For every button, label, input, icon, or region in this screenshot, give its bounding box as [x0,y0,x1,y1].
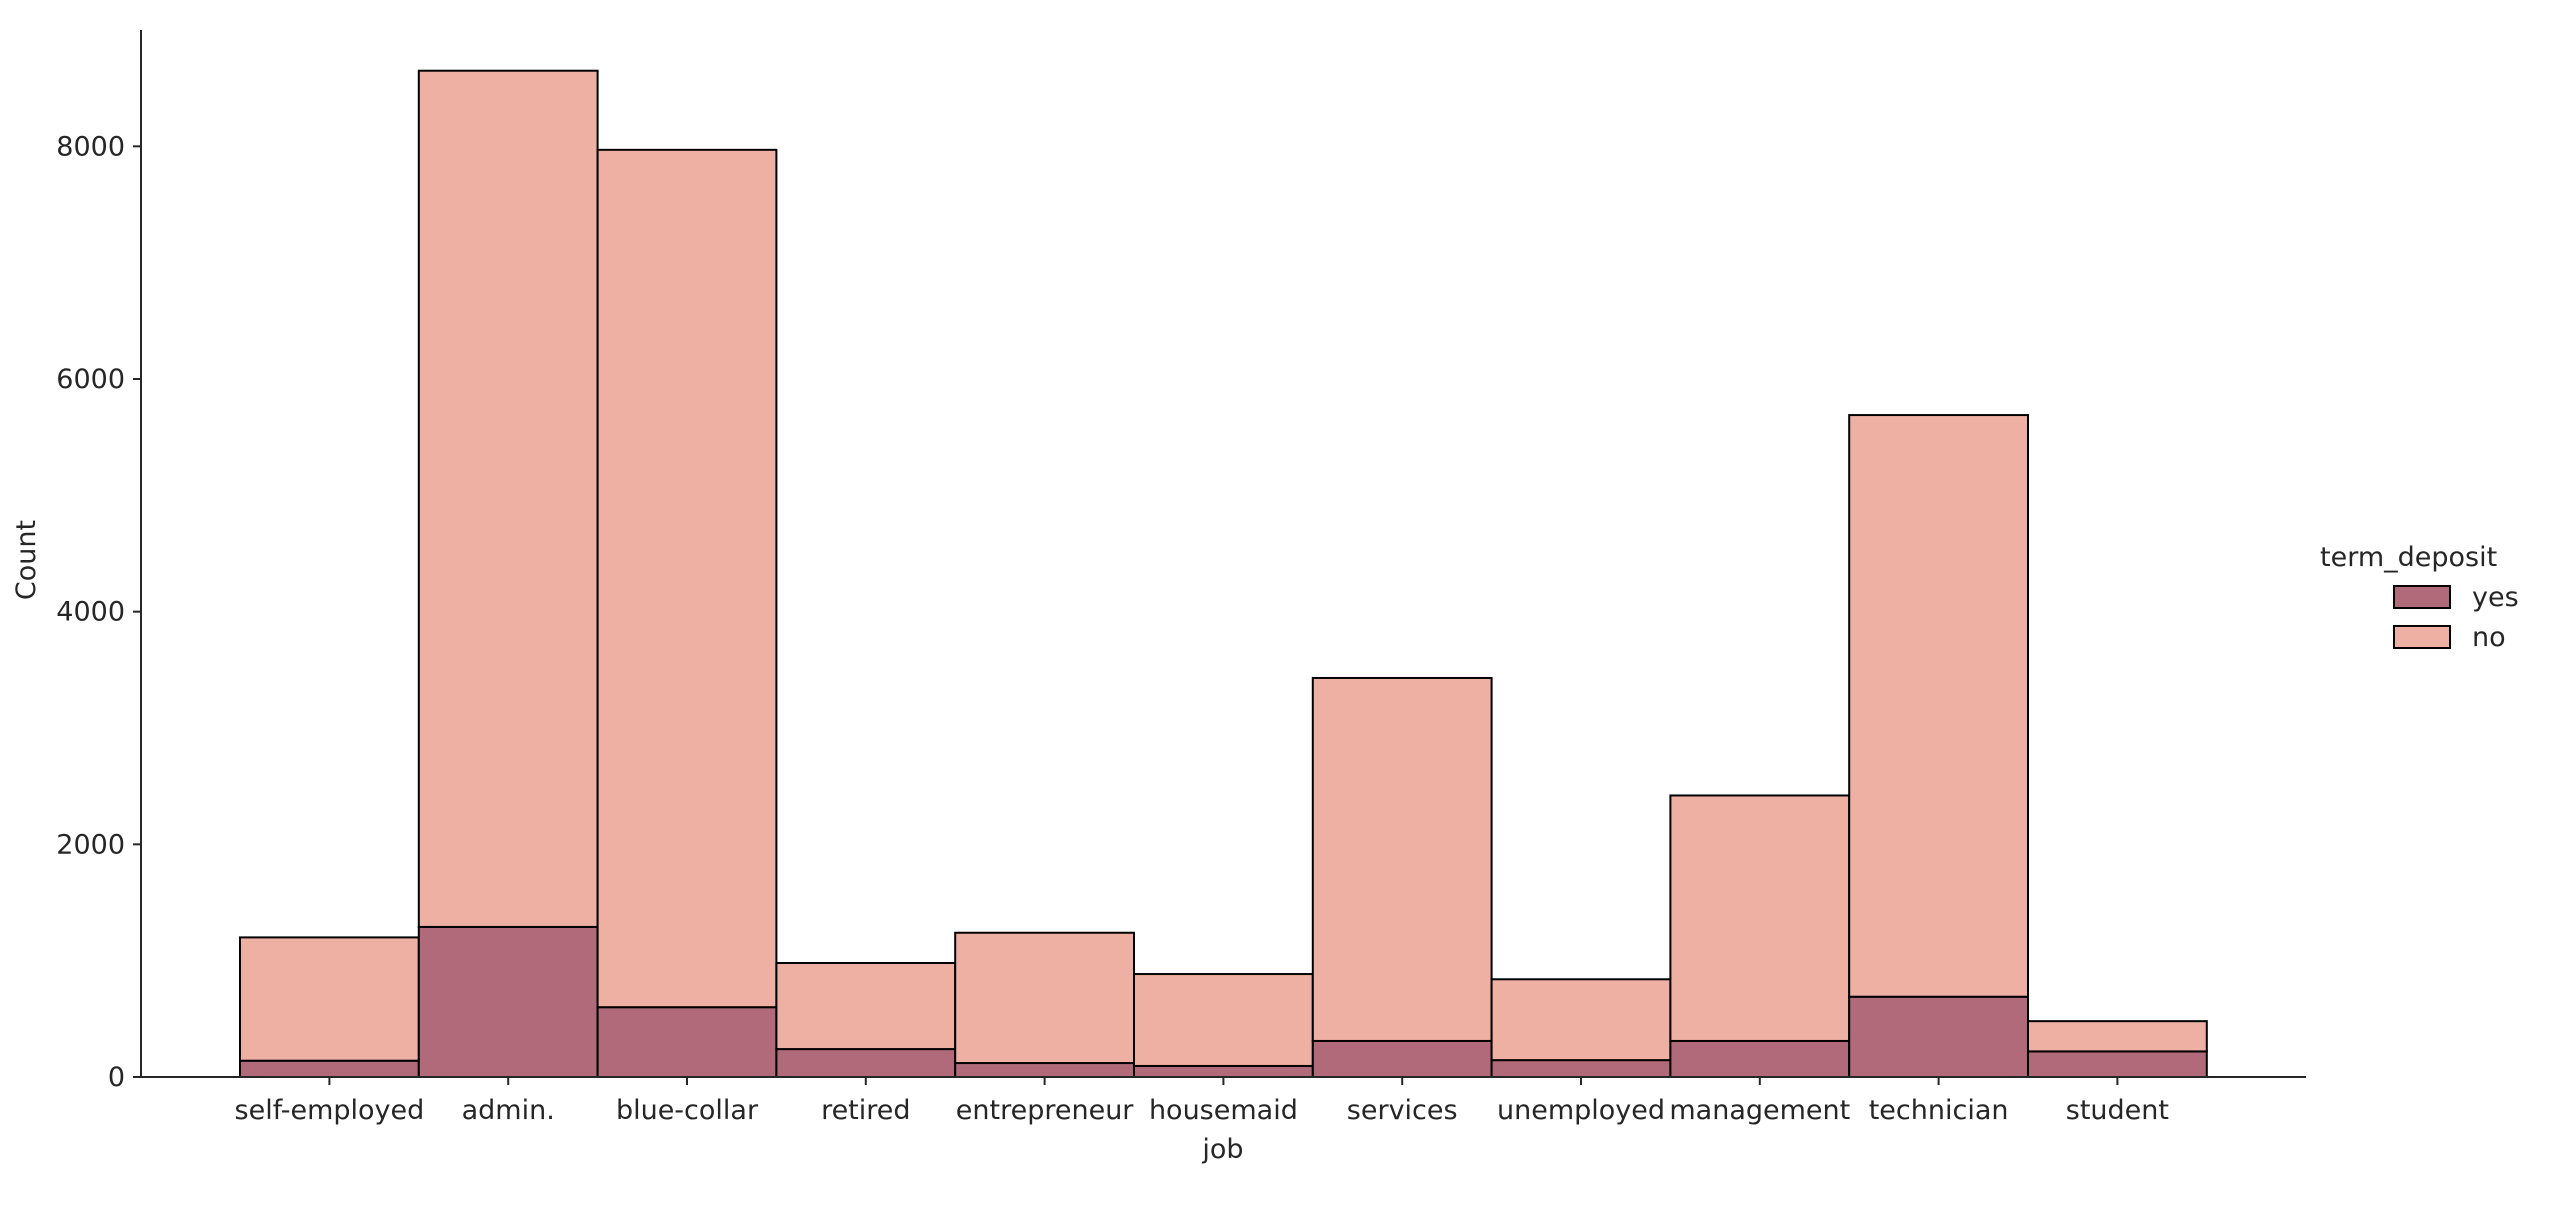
bar-housemaid-no [1133,973,1314,1067]
bar-student-no [2027,1020,2208,1053]
x-tick-label-management: management [1669,1095,1850,1126]
bar-technician-yes [1848,995,2029,1078]
legend-title: term_deposit [2320,542,2497,573]
legend-label-yes: yes [2472,582,2519,613]
y-tick-label: 4000 [56,597,125,628]
x-tick-label-student: student [2066,1095,2169,1126]
x-tick-label-admin: admin. [462,1095,555,1126]
bar-entrepreneur-no [954,931,1136,1065]
y-tick-label: 6000 [56,364,125,395]
y-axis-label: Count [11,520,42,600]
x-tick-label-blue-collar: blue-collar [616,1095,759,1126]
bar-admin-no [417,69,599,928]
bar-services-yes [1311,1039,1493,1078]
x-tick-label-retired: retired [821,1095,910,1126]
bar-management-no [1669,794,1851,1042]
bar-retired-yes [775,1048,957,1078]
bar-management-yes [1669,1039,1851,1078]
bar-self-employed-no [239,936,420,1062]
x-tick-label-technician: technician [1869,1095,2009,1126]
legend-label-no: no [2472,622,2506,653]
legend: term_deposit yes no [2320,542,2519,653]
bar-retired-no [775,961,957,1051]
bar-self-employed-yes [239,1059,420,1079]
bar-unemployed-no [1490,978,1672,1062]
x-tick-label-housemaid: housemaid [1149,1095,1298,1126]
x-tick-label-entrepreneur: entrepreneur [956,1095,1135,1126]
y-tick-label: 0 [108,1062,125,1093]
bar-entrepreneur-yes [954,1062,1136,1079]
bar-student-yes [2027,1050,2208,1078]
legend-swatch-yes [2393,585,2451,609]
bar-housemaid-yes [1133,1064,1314,1079]
bar-unemployed-yes [1490,1059,1672,1079]
y-tick-label: 2000 [56,829,125,860]
x-axis-label: job [1201,1134,1243,1165]
x-tick-label-unemployed: unemployed [1497,1095,1665,1126]
bar-technician-no [1848,414,2029,998]
bar-admin-yes [417,925,599,1078]
bars-layer [239,69,2208,1079]
y-ticks: 0 2000 4000 6000 8000 [56,131,141,1093]
legend-swatch-no [2393,625,2451,649]
x-tick-label-services: services [1347,1095,1458,1126]
x-ticks: self-employed admin. blue-collar retired ent… [235,1077,2169,1126]
bar-blue-collar-no [596,148,778,1009]
bar-blue-collar-yes [596,1006,778,1079]
y-tick-label: 8000 [56,131,125,162]
x-tick-label-self-employed: self-employed [235,1095,425,1126]
bar-services-no [1311,676,1493,1042]
